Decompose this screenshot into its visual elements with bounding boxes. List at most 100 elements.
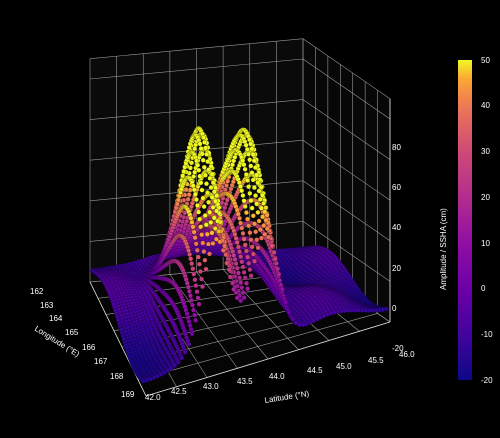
- data-point: [242, 204, 248, 209]
- data-point: [206, 167, 212, 173]
- data-point: [186, 248, 192, 253]
- data-point: [187, 293, 193, 299]
- data-point: [241, 162, 247, 168]
- x-tick: 44.5: [307, 366, 323, 375]
- data-point: [240, 230, 246, 236]
- data-point: [213, 198, 218, 204]
- data-point: [168, 365, 174, 371]
- x-tick: 43.5: [237, 377, 253, 386]
- data-point: [223, 252, 229, 258]
- data-point: [192, 169, 198, 175]
- data-point: [233, 235, 239, 241]
- data-point: [212, 226, 218, 231]
- data-point: [194, 247, 200, 253]
- data-point: [205, 241, 211, 247]
- data-point: [210, 240, 216, 246]
- data-point: [240, 264, 246, 270]
- data-point: [252, 165, 258, 171]
- data-point: [196, 261, 202, 267]
- data-point: [279, 286, 285, 292]
- data-point: [192, 277, 198, 283]
- data-point: [244, 177, 250, 183]
- data-point: [249, 244, 255, 250]
- data-point: [247, 190, 253, 196]
- data-point: [235, 211, 241, 217]
- data-point: [210, 204, 216, 210]
- data-point: [199, 187, 205, 193]
- data-point: [202, 257, 208, 263]
- data-point: [190, 302, 195, 308]
- data-point: [262, 209, 268, 215]
- data-point: [257, 227, 263, 233]
- z-tick: 0: [392, 304, 397, 313]
- data-point: [246, 260, 252, 266]
- data-point: [209, 194, 215, 200]
- data-point: [196, 167, 202, 173]
- data-point: [271, 249, 277, 255]
- data-point: [242, 166, 248, 172]
- data-point: [265, 234, 271, 240]
- data-point: [198, 180, 204, 186]
- data-point: [197, 141, 203, 147]
- data-point: [193, 283, 199, 289]
- y-tick-labels: 162 163 164 165 166 167 168 169: [30, 287, 135, 399]
- data-point: [191, 271, 197, 277]
- data-point: [240, 290, 246, 296]
- x-tick: 46.0: [399, 350, 415, 359]
- data-point: [207, 209, 213, 215]
- data-point: [199, 232, 205, 238]
- data-point: [215, 218, 221, 224]
- colorbar-tick: 20: [481, 193, 490, 202]
- data-point: [262, 231, 268, 237]
- data-point: [200, 135, 206, 141]
- data-point: [247, 157, 253, 163]
- data-point: [239, 225, 245, 231]
- data-point: [182, 349, 188, 355]
- data-point: [232, 257, 238, 262]
- data-point: [239, 188, 245, 194]
- data-point: [245, 216, 250, 222]
- data-point: [241, 269, 247, 275]
- colorbar: [458, 60, 472, 380]
- y-tick: 165: [65, 328, 79, 337]
- data-point: [237, 215, 242, 221]
- data-point: [208, 185, 214, 190]
- data-point: [243, 142, 249, 148]
- grid-line: [89, 99, 304, 120]
- data-point: [241, 198, 247, 204]
- data-point: [238, 183, 243, 189]
- data-point: [241, 295, 247, 301]
- y-tick: 164: [49, 314, 63, 323]
- colorbar-tick: -20: [481, 376, 493, 385]
- data-point: [238, 254, 244, 260]
- data-point: [196, 209, 202, 215]
- colorbar-tick: -10: [481, 330, 493, 339]
- data-point: [227, 274, 233, 280]
- grid-line: [89, 58, 304, 80]
- data-point: [255, 245, 261, 251]
- data-point: [253, 193, 259, 199]
- data-point: [243, 172, 249, 177]
- data-point: [190, 224, 196, 230]
- data-point: [249, 205, 255, 211]
- data-point: [239, 259, 245, 265]
- data-point: [141, 378, 147, 384]
- grid-line: [302, 99, 391, 160]
- grid-line: [169, 274, 238, 369]
- data-point: [261, 200, 267, 206]
- data-point: [208, 220, 214, 225]
- data-point: [201, 204, 207, 210]
- data-point: [202, 213, 208, 218]
- colorbar-tick: 40: [481, 101, 490, 110]
- data-point: [179, 355, 185, 361]
- data-point: [233, 261, 239, 267]
- data-point: [193, 197, 199, 203]
- data-point: [290, 316, 296, 322]
- data-point: [231, 286, 237, 292]
- data-point: [247, 267, 253, 273]
- data-point: [194, 289, 200, 295]
- data-point: [186, 319, 192, 324]
- data-point: [197, 269, 203, 274]
- data-point: [244, 280, 249, 286]
- x-axis-label: Latitude (°N): [264, 389, 310, 405]
